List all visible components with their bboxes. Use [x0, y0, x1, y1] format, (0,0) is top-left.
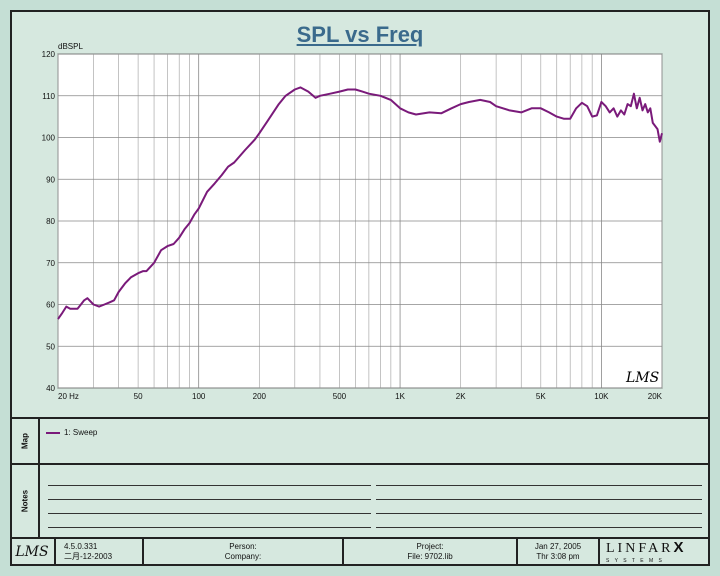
tick-labels: 40 50 60 70 80 90 100 110 120 20 Hz 50 100 200 500 1K 2…	[42, 50, 663, 401]
x-tick-label: 20K	[648, 392, 663, 401]
legend-entry-sweep: 1: Sweep	[46, 428, 97, 437]
version-text: 4.5.0.331	[64, 542, 98, 551]
brand-text: LINFAR	[606, 541, 674, 556]
x-tick-label: 500	[333, 392, 347, 401]
footer-date-cell: Jan 27, 2005 Thr 3:08 pm	[518, 539, 600, 566]
lms-logo: LMS	[15, 544, 49, 560]
brand-logo: LINFARX	[606, 539, 687, 557]
version-date: 二月-12-2003	[64, 552, 113, 561]
notes-label-box: Notes	[10, 465, 40, 537]
note-line[interactable]	[376, 513, 702, 514]
lms-watermark: LMS	[625, 370, 659, 386]
y-tick-label: 80	[46, 217, 55, 226]
x-tick-label: 5K	[536, 392, 546, 401]
footer-logo-cell: LMS	[10, 539, 56, 566]
project-label: Project:	[416, 542, 444, 551]
legend-panel: Map 1: Sweep	[10, 417, 710, 463]
legend-entry-label: 1: Sweep	[64, 428, 98, 437]
footer-person-cell: Person: Company:	[144, 539, 344, 566]
note-line[interactable]	[48, 513, 371, 514]
file-label: File: 9702.lib	[407, 552, 453, 561]
y-tick-label: 120	[42, 50, 56, 59]
note-line[interactable]	[48, 485, 371, 486]
y-tick-label: 70	[46, 259, 55, 268]
y-tick-label: 100	[42, 134, 56, 143]
company-label: Company:	[224, 552, 262, 561]
footer-date: Jan 27, 2005	[534, 542, 582, 551]
y-tick-label: 110	[42, 92, 55, 101]
person-label: Person:	[229, 542, 257, 551]
chart-title: SPL vs Freq	[296, 22, 424, 47]
legend-swatch	[46, 431, 60, 434]
brand-x: X	[673, 539, 687, 556]
x-tick-label: 100	[192, 392, 206, 401]
brand-sub: S Y S T E M S	[606, 558, 664, 564]
footer-version-cell: 4.5.0.331 二月-12-2003	[56, 539, 144, 566]
footer-project-cell: Project: File: 9702.lib	[344, 539, 518, 566]
x-tick-label: 10K	[594, 392, 609, 401]
notes-label: Notes	[20, 489, 30, 513]
y-tick-label: 50	[46, 342, 55, 351]
map-label-box: Map	[10, 419, 40, 463]
note-line[interactable]	[376, 527, 702, 528]
series-line-sweep	[57, 86, 663, 320]
footer-time: Thr 3:08 pm	[536, 552, 580, 561]
note-line[interactable]	[48, 499, 371, 500]
notes-panel: Notes	[10, 463, 710, 537]
x-tick-label: 1K	[395, 392, 405, 401]
note-line[interactable]	[376, 499, 702, 500]
map-label: Map	[20, 433, 30, 449]
x-tick-label: 50	[134, 392, 143, 401]
note-line[interactable]	[376, 485, 702, 486]
x-tick-label: 200	[253, 392, 267, 401]
footer-brand-cell: LINFARX S Y S T E M S	[600, 539, 706, 566]
y-tick-label: 40	[46, 384, 55, 393]
y-tick-label: 60	[46, 301, 55, 310]
footer: LMS 4.5.0.331 二月-12-2003 Person: Company…	[10, 537, 710, 566]
plot-area: 40 50 60 70 80 90 100 110 120 20 Hz 50 100 200 500 1K 2…	[42, 42, 663, 401]
y-tick-label: 90	[46, 175, 55, 184]
grid	[57, 53, 663, 389]
y-axis-label: dBSPL	[58, 42, 83, 51]
note-line[interactable]	[48, 527, 371, 528]
x-tick-label: 20 Hz	[58, 392, 79, 401]
x-tick-label: 2K	[456, 392, 466, 401]
